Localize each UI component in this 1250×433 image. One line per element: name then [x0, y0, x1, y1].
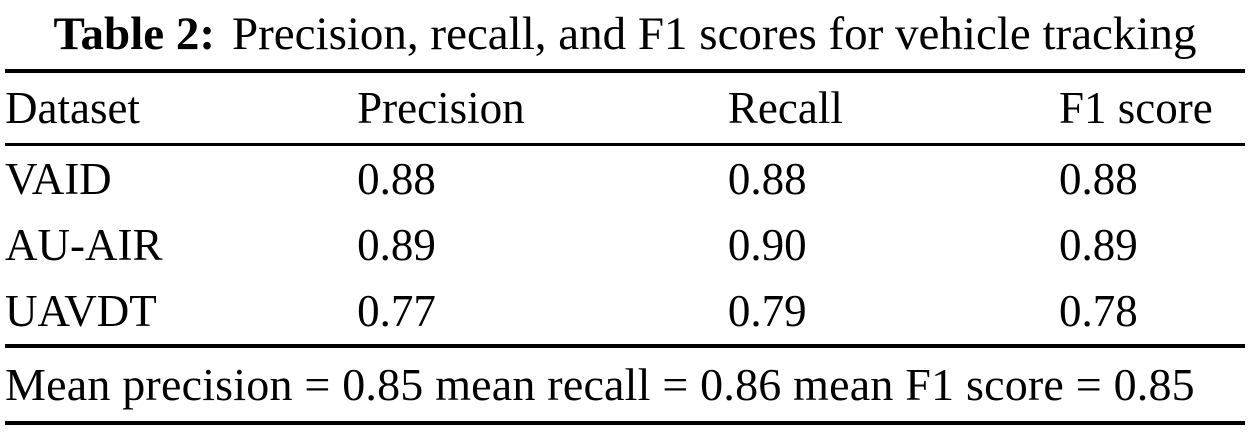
cell-precision: 0.88: [357, 154, 436, 204]
table-header-row: Dataset Precision Recall F1 score: [5, 73, 1245, 143]
cell-precision: 0.89: [357, 220, 436, 270]
table-summary-text: Mean precision = 0.85 mean recall = 0.86…: [5, 359, 1195, 410]
cell-dataset: UAVDT: [5, 286, 157, 336]
table-body-rule: [5, 344, 1245, 348]
column-header-precision: Precision: [357, 83, 525, 133]
cell-recall: 0.90: [727, 220, 807, 270]
column-header-f1-score: F1 score: [1058, 83, 1213, 133]
table-caption-text: Precision, recall, and F1 scores for veh…: [232, 8, 1197, 60]
cell-dataset: VAID: [5, 154, 112, 204]
cell-dataset: AU-AIR: [5, 220, 163, 270]
cell-f1-score: 0.88: [1058, 154, 1138, 204]
table-header-rule: [5, 143, 1245, 146]
table-row: VAID 0.88 0.88 0.88: [5, 146, 1245, 212]
cell-recall: 0.88: [727, 154, 807, 204]
cell-recall: 0.79: [727, 286, 807, 336]
column-header-recall: Recall: [727, 83, 843, 133]
table-row: UAVDT 0.77 0.79 0.78: [5, 278, 1245, 344]
table-row: AU-AIR 0.89 0.90 0.89: [5, 212, 1245, 278]
table-summary-row: Mean precision = 0.85 mean recall = 0.86…: [5, 348, 1245, 421]
column-header-dataset: Dataset: [5, 83, 140, 133]
table-caption: Table 2: Precision, recall, and F1 scores…: [0, 0, 1250, 69]
cell-f1-score: 0.78: [1058, 286, 1138, 336]
cell-precision: 0.77: [357, 286, 436, 336]
table-bottom-rule: [5, 421, 1245, 425]
results-table: Dataset Precision Recall F1 score VAID 0…: [5, 69, 1245, 425]
table-caption-label: Table 2:: [53, 8, 216, 60]
cell-f1-score: 0.89: [1058, 220, 1138, 270]
table-top-rule: [5, 69, 1245, 73]
